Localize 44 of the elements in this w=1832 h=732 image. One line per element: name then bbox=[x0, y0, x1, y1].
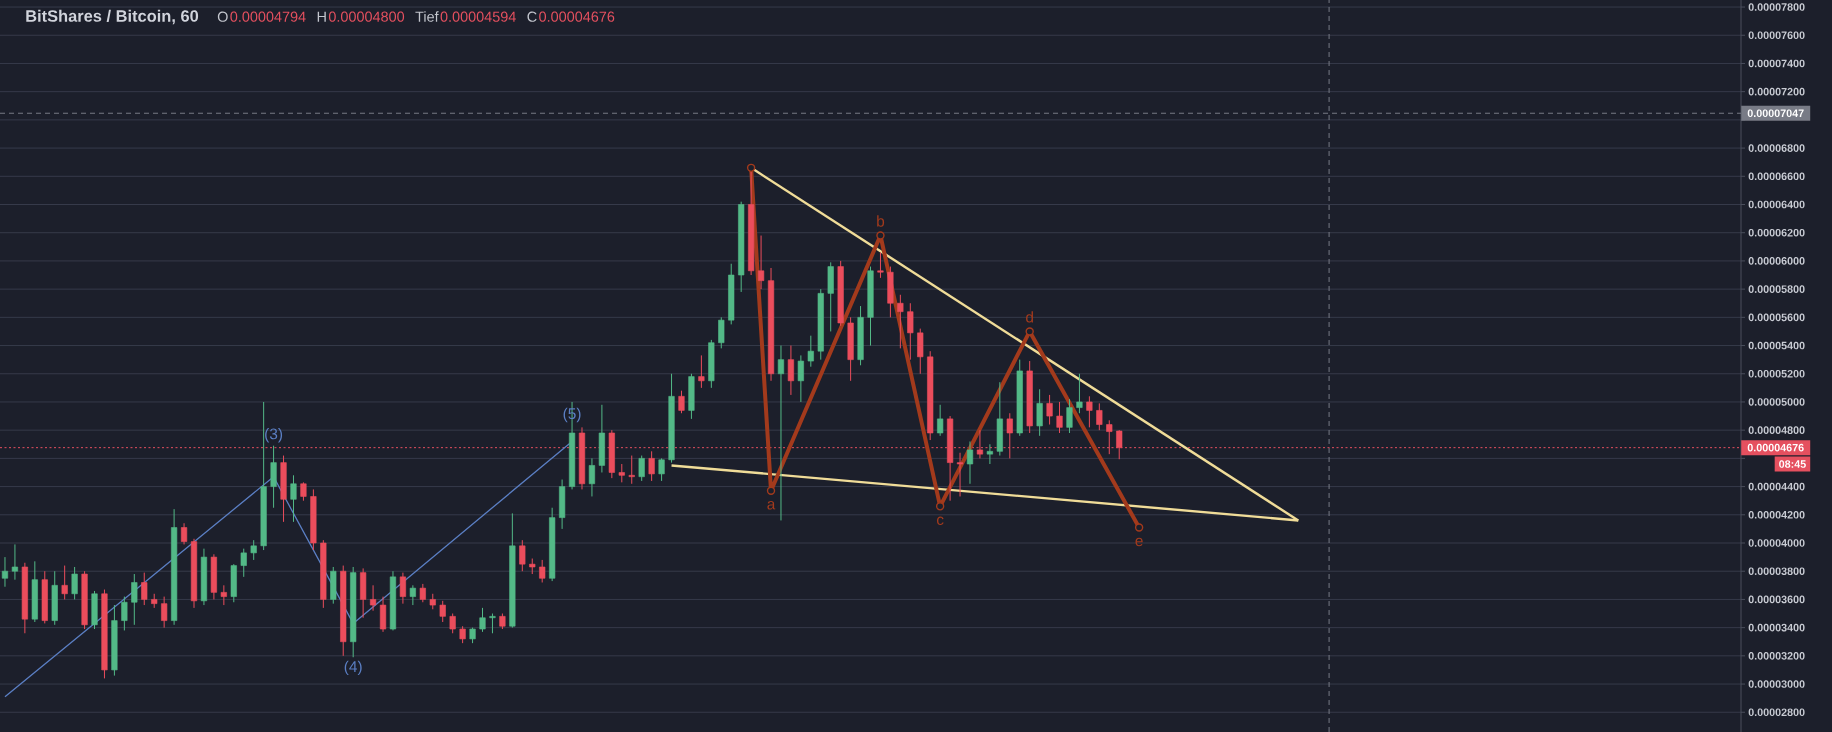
annotation: 0.00004800 bbox=[328, 11, 405, 22]
y-tick-label: 0.00003200 bbox=[1748, 652, 1805, 660]
annotation: H bbox=[317, 11, 326, 22]
y-tick-label: 0.00003000 bbox=[1748, 680, 1805, 688]
annotation: a bbox=[767, 501, 776, 510]
text: BitShares / Bitcoin, 60 bbox=[26, 9, 199, 25]
y-tick-label: 0.00007800 bbox=[1748, 3, 1805, 11]
annotation: 0.00004594 bbox=[440, 11, 516, 22]
annotation: c bbox=[936, 516, 944, 526]
y-tick-label: 0.00005400 bbox=[1748, 341, 1805, 350]
y-tick-label: 0.00004400 bbox=[1748, 482, 1805, 491]
y-tick-label: 0.00004200 bbox=[1748, 510, 1805, 519]
y-tick-label: 0.00007200 bbox=[1748, 87, 1805, 96]
annotation: (3) bbox=[265, 428, 283, 443]
y-tick-label: 0.00005000 bbox=[1748, 398, 1805, 406]
annotation: 0.00004794 bbox=[230, 11, 306, 22]
y-tick-label: 0.00006600 bbox=[1748, 172, 1805, 181]
y-tick-label: 0.00002800 bbox=[1748, 708, 1805, 717]
annotation: 0.00004676 bbox=[539, 11, 615, 22]
annotation: d bbox=[1026, 311, 1033, 323]
ref-line-label: 0.00004676 bbox=[1747, 443, 1804, 452]
annotation: b bbox=[877, 215, 885, 227]
y-tick-label: 0.00006000 bbox=[1748, 257, 1805, 265]
y-tick-label: 0.00003800 bbox=[1748, 567, 1805, 576]
annotation: e bbox=[1135, 537, 1143, 547]
y-tick-label: 0.00003600 bbox=[1748, 595, 1805, 604]
y-tick-label: 0.00005600 bbox=[1748, 313, 1805, 322]
ref-line-label: 0.00007047 bbox=[1747, 109, 1804, 118]
annotation: (4) bbox=[344, 660, 362, 676]
y-tick-label: 0.00007400 bbox=[1748, 59, 1805, 68]
y-tick-label: 0.00007600 bbox=[1748, 31, 1805, 40]
y-tick-label: 0.00004000 bbox=[1748, 539, 1805, 547]
y-tick-label: 0.00003400 bbox=[1748, 623, 1805, 632]
y-tick-label: 0.00004800 bbox=[1748, 426, 1805, 434]
y-tick-label: 0.00006400 bbox=[1748, 200, 1805, 209]
annotation: O bbox=[217, 11, 228, 22]
y-tick-label: 0.00006200 bbox=[1748, 228, 1805, 237]
y-tick-label: 0.00005200 bbox=[1748, 369, 1805, 378]
annotation: Tief bbox=[415, 11, 439, 22]
annotation: (5) bbox=[563, 407, 581, 423]
text: 08:45 bbox=[1779, 460, 1806, 468]
y-tick-label: 0.00006800 bbox=[1748, 144, 1805, 152]
annotation: C bbox=[527, 11, 537, 22]
y-tick-label: 0.00005800 bbox=[1748, 285, 1805, 293]
